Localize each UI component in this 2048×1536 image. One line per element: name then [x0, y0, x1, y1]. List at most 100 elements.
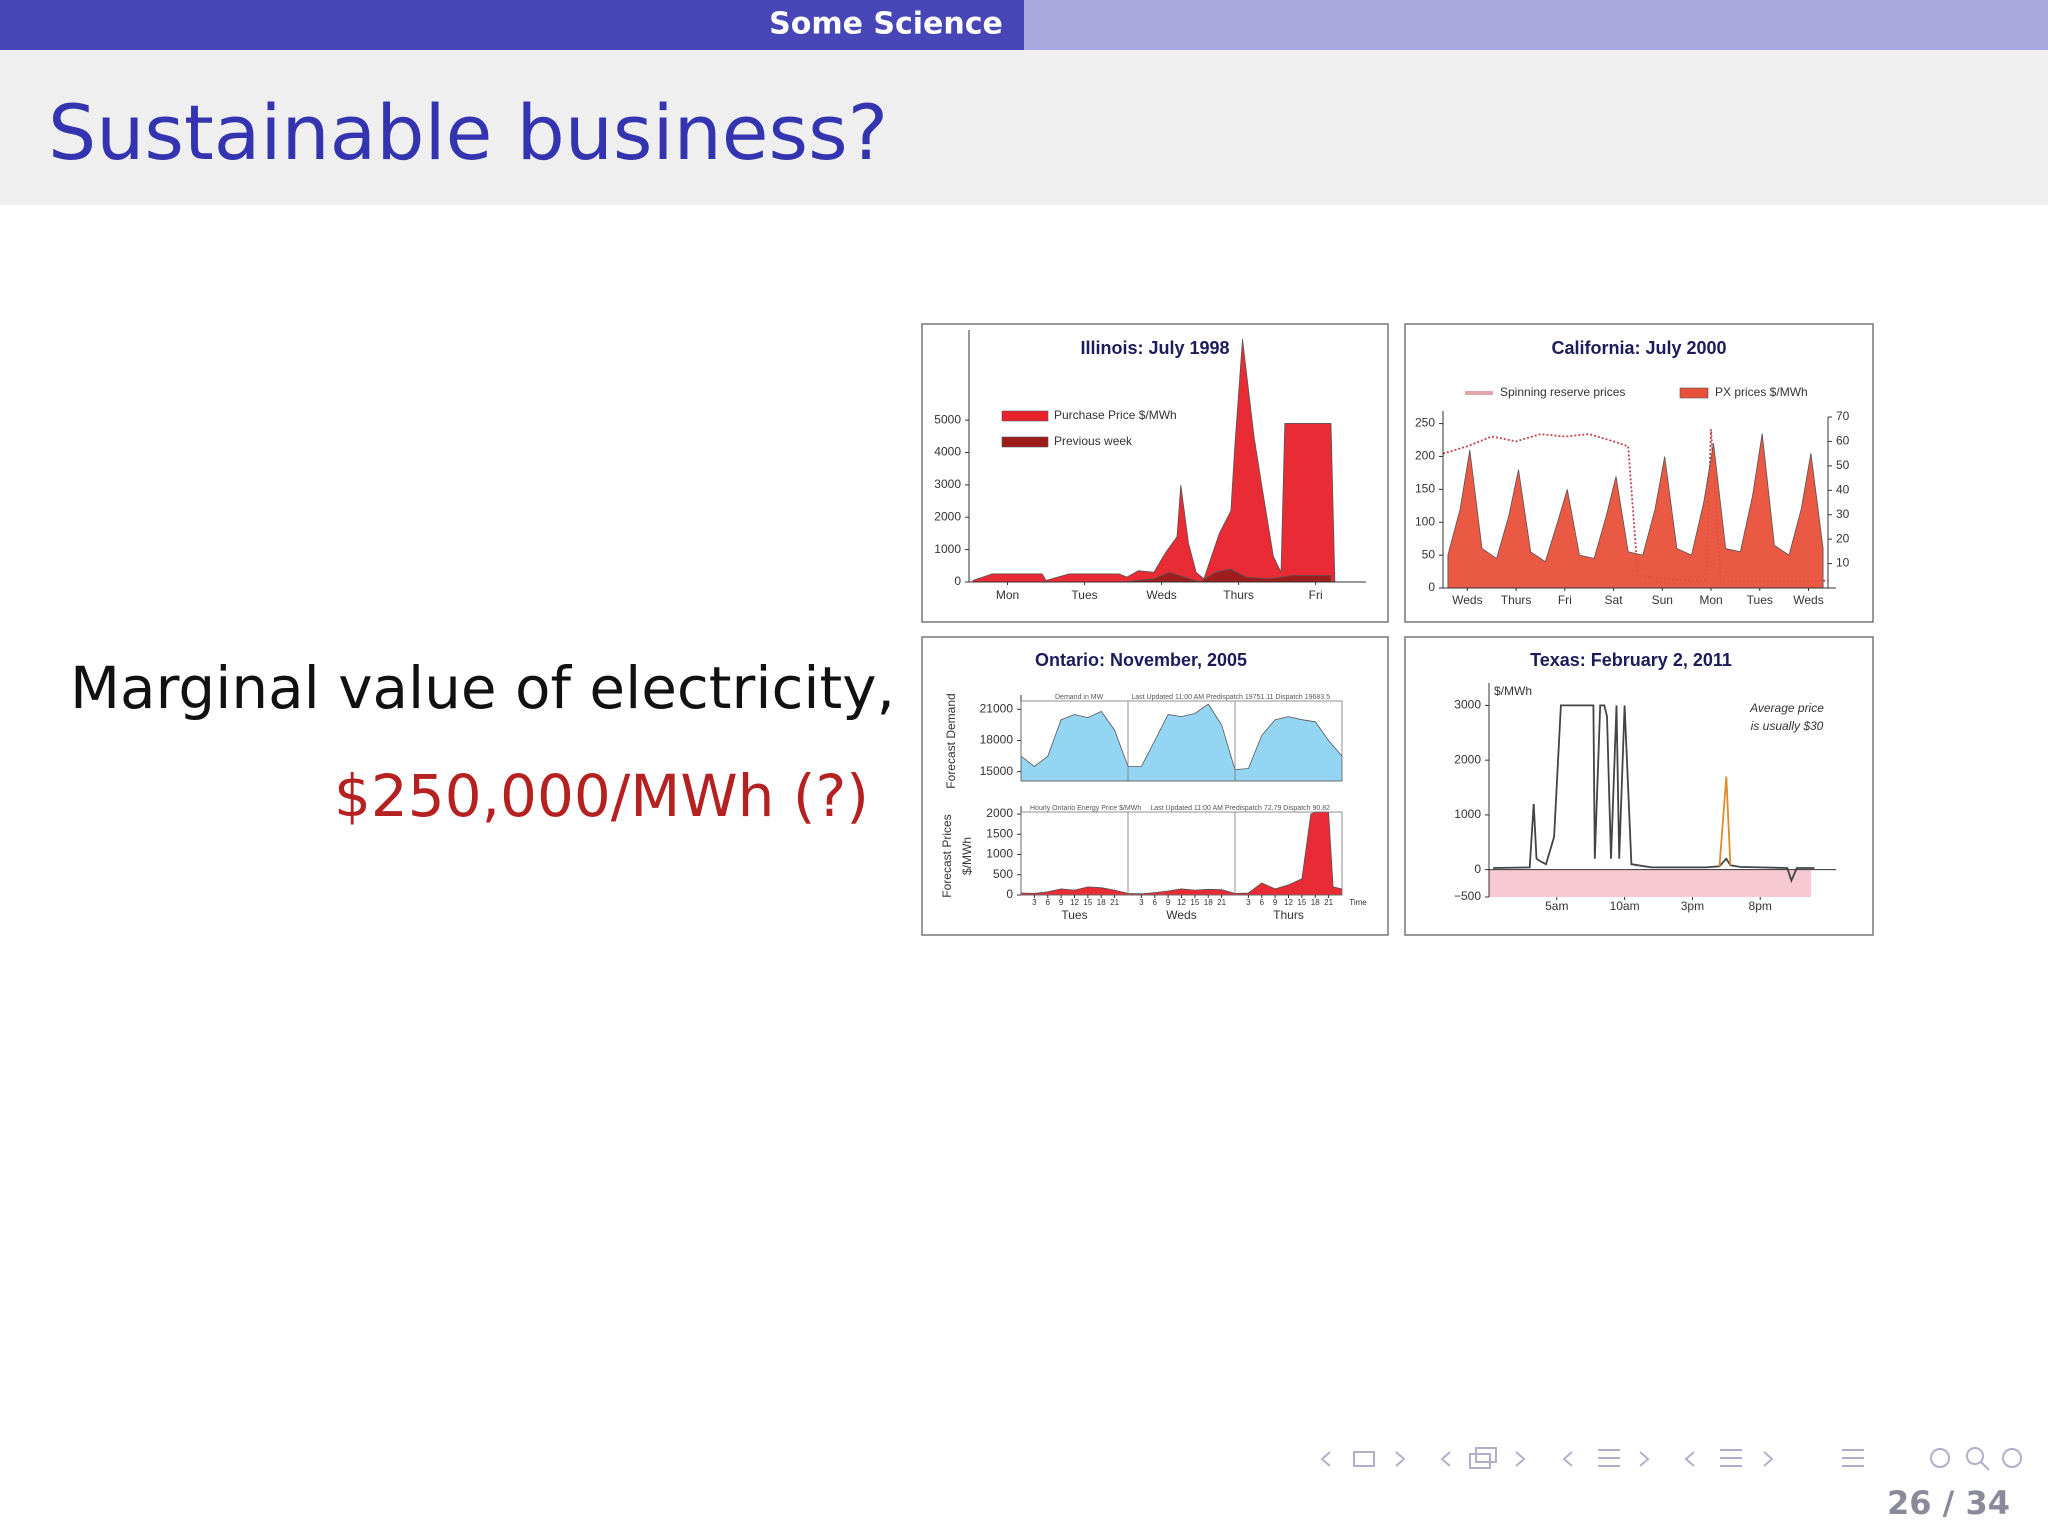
y2-tick-label: 30	[1836, 507, 1850, 521]
body-text: Marginal value of electricity,	[70, 654, 895, 722]
area	[972, 339, 1336, 583]
x-tick-label: Mon	[996, 588, 1019, 602]
x-tick-label: Sat	[1605, 593, 1624, 607]
x-tick-label: 12	[1070, 898, 1079, 907]
x-tick-label: 3	[1032, 898, 1037, 907]
page-number: 26 / 34	[1887, 1484, 2010, 1522]
legend-label: Purchase Price $/MWh	[1054, 408, 1177, 422]
y-tick-label: 2000	[934, 509, 961, 523]
below-zero-band	[1489, 869, 1812, 897]
x-tick-label: 18	[1097, 898, 1106, 907]
x-tick-label: 6	[1260, 898, 1265, 907]
y-tick-label: 3000	[934, 477, 961, 491]
x-tick-label: 21	[1217, 898, 1226, 907]
line	[1493, 704, 1815, 884]
y2-tick-label: 40	[1836, 482, 1850, 496]
x-tick-label: Fri	[1309, 588, 1323, 602]
area	[972, 568, 1332, 583]
y-tick-label: 2000	[986, 806, 1013, 820]
x-tick-label: 6	[1046, 898, 1051, 907]
y-tick-label: 1000	[1454, 807, 1481, 821]
x-tick-label: Weds	[1452, 593, 1482, 607]
y2-tick-label: 70	[1836, 409, 1850, 423]
x-tick-label: Tues	[1071, 588, 1097, 602]
legend-label: Spinning reserve prices	[1500, 385, 1625, 399]
y-tick-label: 150	[1415, 482, 1435, 496]
x-tick-label: Tues	[1747, 593, 1773, 607]
y-tick-label: 18000	[980, 733, 1014, 747]
x-tick-label: Weds	[1146, 588, 1176, 602]
x-tick-label: Thurs	[1501, 593, 1532, 607]
chart-title: California: July 2000	[1551, 338, 1726, 358]
area	[1447, 433, 1824, 589]
area	[1020, 703, 1343, 782]
y2-tick-label: 60	[1836, 434, 1850, 448]
y-tick-label: −500	[1454, 889, 1481, 903]
y2-tick-label: 10	[1836, 556, 1850, 570]
y-axis-label: $/MWh	[960, 837, 974, 875]
x-tick-label: Mon	[1699, 593, 1722, 607]
legend-label: PX prices $/MWh	[1715, 385, 1808, 399]
y-tick-label: 100	[1415, 514, 1435, 528]
x-tick-label: Sun	[1652, 593, 1673, 607]
y-tick-label: 15000	[980, 764, 1014, 778]
y2-tick-label: 20	[1836, 531, 1850, 545]
y-tick-label: 2000	[1454, 752, 1481, 766]
x-tick-label: 3	[1139, 898, 1144, 907]
x-tick-label: 18	[1311, 898, 1320, 907]
y-tick-label: 0	[1428, 580, 1435, 594]
annotation: Hourly Ontario Energy Price $/MWh	[1030, 805, 1141, 812]
y-axis-label: Forecast Demand	[944, 693, 958, 788]
section-title: Some Science	[769, 7, 1003, 42]
body-highlight: $250,000/MWh (?)	[334, 762, 869, 830]
legend-swatch	[1001, 436, 1049, 448]
y-tick-label: 0	[1474, 862, 1481, 876]
x-tick-label: 10am	[1610, 899, 1640, 913]
y-tick-label: 1000	[986, 847, 1013, 861]
y-axis-label: $/MWh	[1494, 684, 1532, 698]
plot-frame	[1020, 700, 1343, 782]
annotation: Last Updated 11:00 AM Predispatch 19751.…	[1131, 694, 1330, 701]
chart-title: Ontario: November, 2005	[1035, 650, 1247, 670]
y-tick-label: 4000	[934, 445, 961, 459]
x-tick-label: 9	[1166, 898, 1171, 907]
nav-icons	[1320, 1447, 2022, 1471]
x-tick-label: Thurs	[1223, 588, 1254, 602]
x-tick-label: 9	[1273, 898, 1278, 907]
y-tick-label: 1500	[986, 826, 1013, 840]
y-tick-label: 50	[1422, 547, 1436, 561]
legend-label: Previous week	[1054, 434, 1133, 448]
x-tick-label: 12	[1177, 898, 1186, 907]
annotation: is usually $30	[1751, 719, 1824, 733]
y2-tick-label: 50	[1836, 458, 1850, 472]
x-group-label: Tues	[1061, 908, 1087, 922]
x-tick-label: 9	[1059, 898, 1064, 907]
x-tick-label: Weds	[1793, 593, 1823, 607]
x-tick-label: 5am	[1545, 899, 1568, 913]
line	[1718, 776, 1732, 867]
y-tick-label: 200	[1415, 449, 1435, 463]
annotation: Average price	[1749, 701, 1824, 715]
x-tick-label: 12	[1284, 898, 1293, 907]
y-tick-label: 1000	[934, 542, 961, 556]
chart-title: Texas: February 2, 2011	[1530, 650, 1732, 670]
x-tick-label: 6	[1153, 898, 1158, 907]
legend-swatch	[1001, 410, 1049, 422]
annotation: Last Updated 11:00 AM Predispatch 72.79 …	[1150, 805, 1330, 812]
title-band	[0, 50, 2048, 205]
x-tick-label: 3pm	[1681, 899, 1704, 913]
x-tick-label: Fri	[1558, 593, 1572, 607]
x-tick-label: 15	[1297, 898, 1306, 907]
x-tick-label: 18	[1204, 898, 1213, 907]
x-group-label: Thurs	[1273, 908, 1304, 922]
x-tick-label: 21	[1324, 898, 1333, 907]
annotation: Demand in MW	[1055, 694, 1104, 701]
x-tick-label: 3	[1246, 898, 1251, 907]
y-tick-label: 500	[993, 867, 1013, 881]
x-tick-label: 21	[1110, 898, 1119, 907]
line	[1442, 429, 1828, 582]
y-tick-label: 21000	[980, 701, 1014, 715]
x-axis-label: Time	[1349, 898, 1367, 907]
